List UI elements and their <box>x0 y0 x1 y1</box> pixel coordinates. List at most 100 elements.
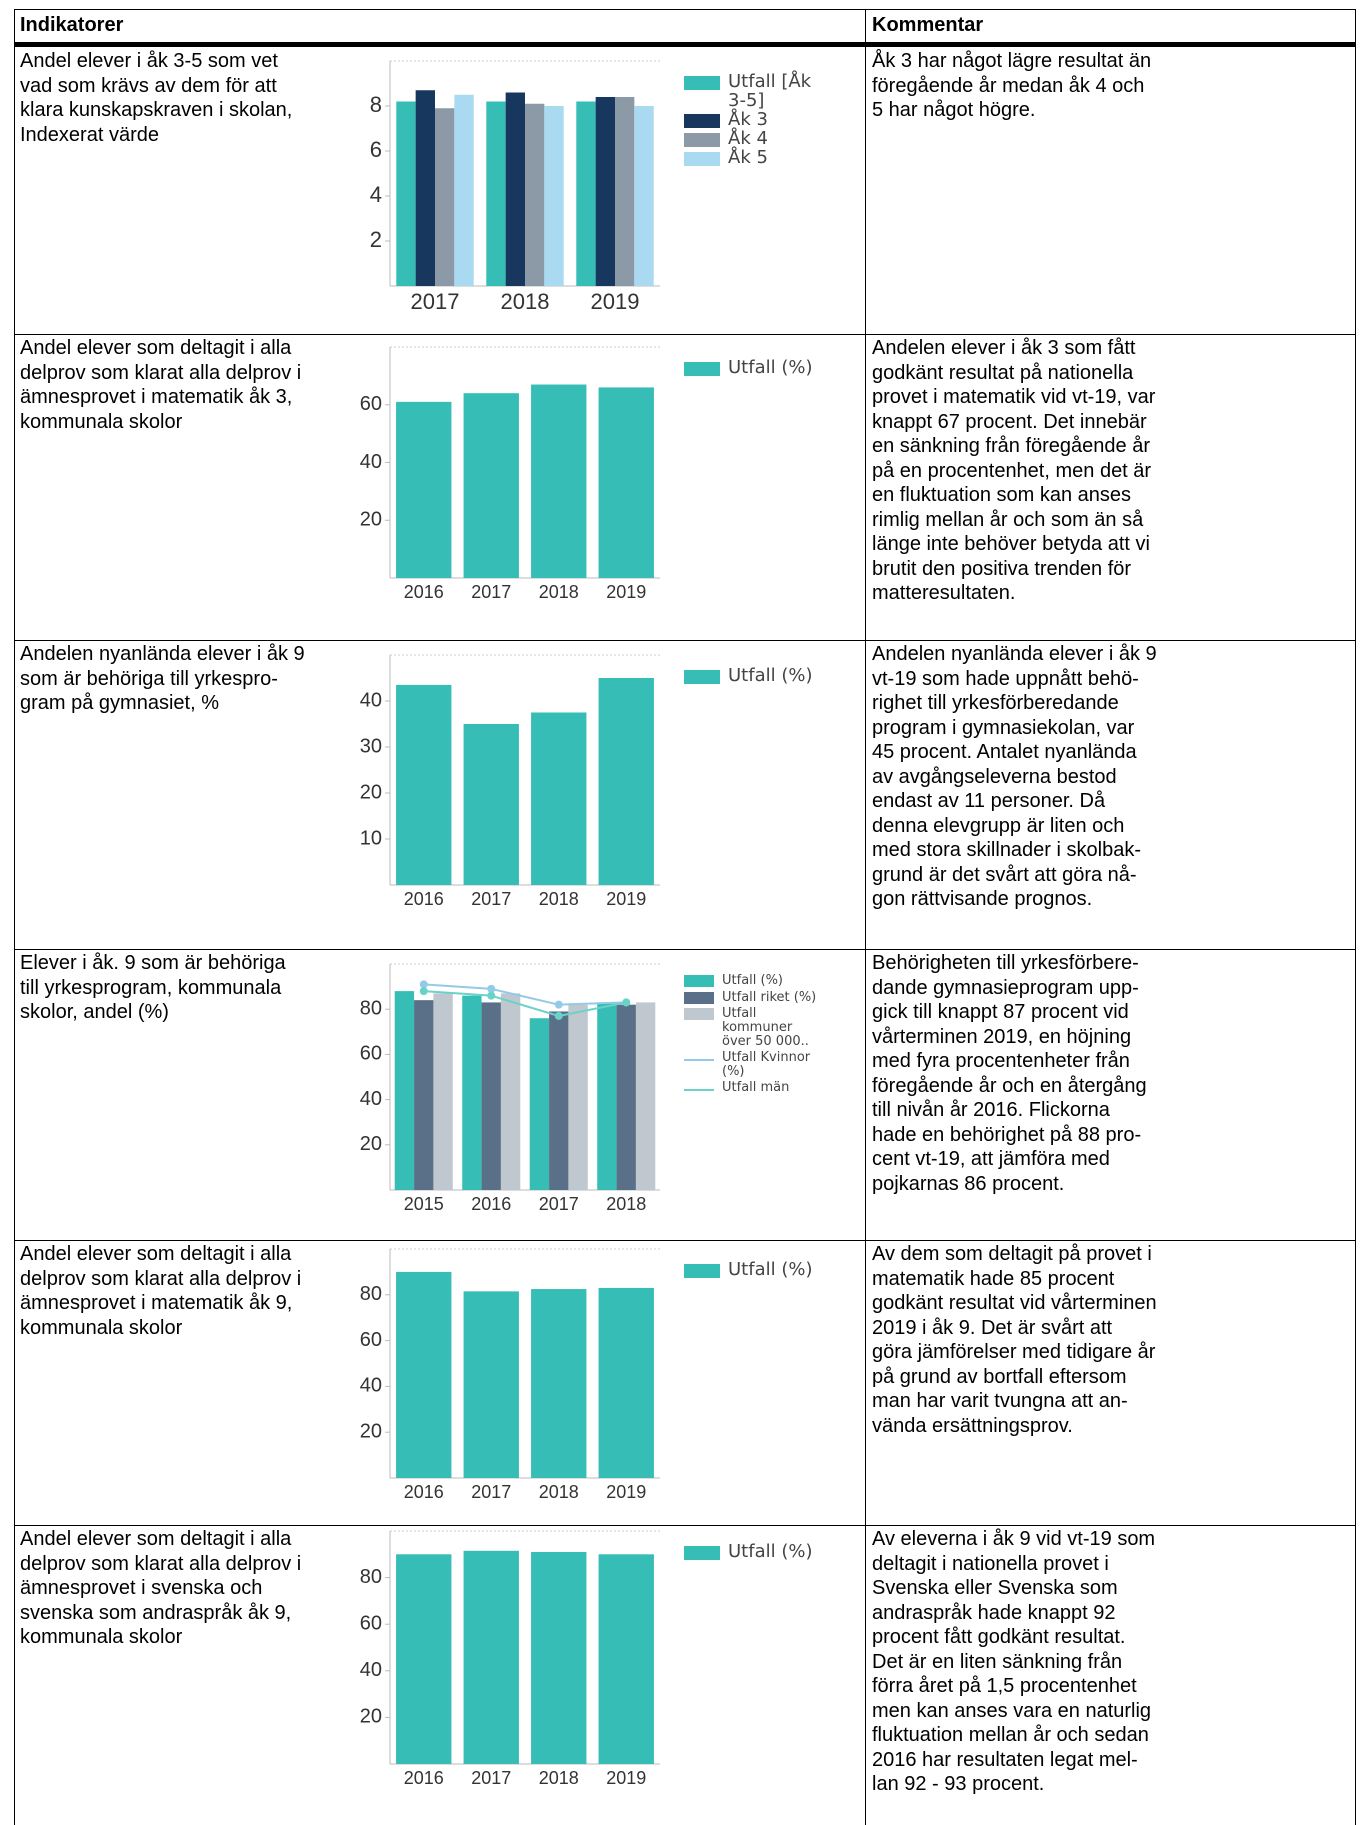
x-tick-label: 2016 <box>404 1768 444 1788</box>
comment-text: godkänt resultat vid vårterminen <box>872 1292 1157 1314</box>
comment-text: procent fått godkänt resultat. <box>872 1626 1126 1648</box>
bar <box>616 1004 636 1190</box>
comment-text: Av dem som deltagit på provet i <box>872 1243 1152 1265</box>
indicator-text: Andel elever som deltagit i alla <box>20 1243 292 1265</box>
y-tick-label: 20 <box>360 781 382 803</box>
comment-text: på grund av bortfall eftersom <box>872 1365 1127 1388</box>
indicator-text: Andel elever i åk 3-5 som vet <box>20 50 278 72</box>
legend-item: Utfall män <box>684 1081 834 1095</box>
y-tick-label: 10 <box>360 827 382 849</box>
bar <box>435 108 455 286</box>
line-series <box>423 983 627 1006</box>
bar <box>486 101 506 286</box>
legend-label: Utfall (%) <box>728 665 813 686</box>
legend: Utfall (%) <box>684 1260 834 1280</box>
legend-item: Åk 4 <box>684 127 834 149</box>
legend-swatch <box>684 991 714 1004</box>
legend-item: Utfall [Åk 3-5] <box>684 71 834 111</box>
legend-item: Utfall (%) <box>684 1260 834 1280</box>
comment-text: 2019 i åk 9. Det är svårt att <box>872 1316 1113 1339</box>
table-border <box>1355 9 1356 1825</box>
comment-text: en fluktuation som kan anses <box>872 484 1132 506</box>
legend-swatch <box>684 1264 720 1278</box>
comment-text: program i gymnasiekolan, var <box>872 716 1135 739</box>
bar <box>531 712 587 885</box>
indicator-text: ämnesprovet i matematik åk 9, <box>20 1292 293 1314</box>
legend-label: Utfall (%) <box>728 1541 813 1562</box>
line-point <box>622 998 631 1007</box>
indicator-text: Andelen nyanlända elever i åk 9 <box>20 643 305 665</box>
bar <box>414 1000 434 1190</box>
comment-text: till nivån år 2016. Flickorna <box>872 1099 1110 1121</box>
bar <box>463 724 519 885</box>
y-tick-label: 60 <box>360 1329 382 1351</box>
x-tick-label: 2016 <box>404 582 444 602</box>
bar <box>396 401 452 578</box>
y-tick-label: 60 <box>360 1043 382 1065</box>
line-point <box>419 980 428 989</box>
y-tick-label: 80 <box>360 997 382 1019</box>
legend-label: Utfall (%) <box>728 357 813 378</box>
comment-text: föregående år och en återgång <box>872 1074 1147 1097</box>
y-tick-label: 40 <box>360 1375 382 1397</box>
line-series <box>423 990 627 1018</box>
header-cell: Kommentar <box>872 14 984 36</box>
legend: Utfall (%) Utfall riket (%) Utfall kommune… <box>684 974 834 1098</box>
bar <box>598 678 654 885</box>
x-tick-label: 2018 <box>606 1194 646 1214</box>
comment-text: deltagit i nationella provet i <box>872 1552 1109 1575</box>
bar <box>394 991 415 1190</box>
legend: Utfall [Åk 3-5] Åk 3 Åk 4 Åk 5 <box>684 71 834 167</box>
bar <box>396 1271 452 1478</box>
comment-text: Andelen nyanlända elever i åk 9 <box>872 643 1157 665</box>
comment-text: Det är en liten sänkning från <box>872 1650 1123 1673</box>
table-border <box>14 9 1356 10</box>
indicator-text: svenska som andraspråk åk 9, <box>20 1601 292 1624</box>
comment-text: Av eleverna i åk 9 vid vt-19 som <box>872 1528 1156 1550</box>
legend: Utfall (%) <box>684 357 834 378</box>
row-border <box>14 334 1356 335</box>
row-border <box>14 1240 1356 1241</box>
x-tick-label: 2018 <box>539 1482 579 1502</box>
comment-text: pojkarnas 86 procent. <box>872 1172 1065 1195</box>
bar <box>568 1004 588 1190</box>
bar <box>549 1011 569 1190</box>
x-tick-label: 2019 <box>591 289 640 314</box>
bar <box>615 97 635 286</box>
comment-text: vt-19 som hade uppnått behö- <box>872 667 1139 690</box>
indicator-text: som är behöriga till yrkespro- <box>20 667 278 690</box>
legend-item: Utfall Kvinnor (%) <box>684 1051 834 1078</box>
comment-text: denna elevgrupp är liten och <box>872 814 1125 837</box>
comment-text: rimlig mellan år och som än så <box>872 508 1144 531</box>
comment-text: andraspråk hade knappt 92 <box>872 1601 1116 1624</box>
indicator-text: Indexerat värde <box>20 123 159 146</box>
column-border <box>865 9 866 1825</box>
comment-text: på en procentenhet, men det är <box>872 459 1152 482</box>
legend-label: Utfall kommuner över 50 000.. <box>722 1006 809 1049</box>
legend-label: Utfall [Åk 3-5] <box>728 71 812 111</box>
comment-text: gick till knappt 87 procent vid <box>872 1001 1129 1023</box>
x-tick-label: 2016 <box>404 889 444 909</box>
row-border <box>14 640 1356 641</box>
comment-text: med stora skillnader i skolbak- <box>872 839 1141 861</box>
comment-text: matteresultaten. <box>872 582 1016 604</box>
comment-text: brutit den positiva trenden för <box>872 557 1132 580</box>
x-tick-label: 2019 <box>606 1768 646 1788</box>
comment-text: länge inte behöver betyda att vi <box>872 533 1150 555</box>
y-tick-label: 4 <box>370 182 382 207</box>
legend-item: Utfall (%) <box>684 1541 834 1562</box>
y-tick-label: 40 <box>360 1088 382 1110</box>
indicator-text: Andel elever som deltagit i alla <box>20 1528 292 1550</box>
x-tick-label: 2017 <box>471 1482 511 1502</box>
y-tick-label: 40 <box>360 689 382 711</box>
x-tick-label: 2019 <box>606 1482 646 1502</box>
y-tick-label: 60 <box>360 1612 382 1634</box>
indicator-text: skolor, andel (%) <box>20 1001 169 1023</box>
indicator-text: delprov som klarat alla delprov i <box>20 1267 302 1290</box>
bar <box>396 101 416 286</box>
comment-text: provet i matematik vid vt-19, var <box>872 386 1156 408</box>
legend-label: Åk 4 <box>728 127 768 149</box>
comment-text: 45 procent. Antalet nyanlända <box>872 741 1137 763</box>
bar <box>529 1018 550 1190</box>
bar <box>463 393 519 578</box>
